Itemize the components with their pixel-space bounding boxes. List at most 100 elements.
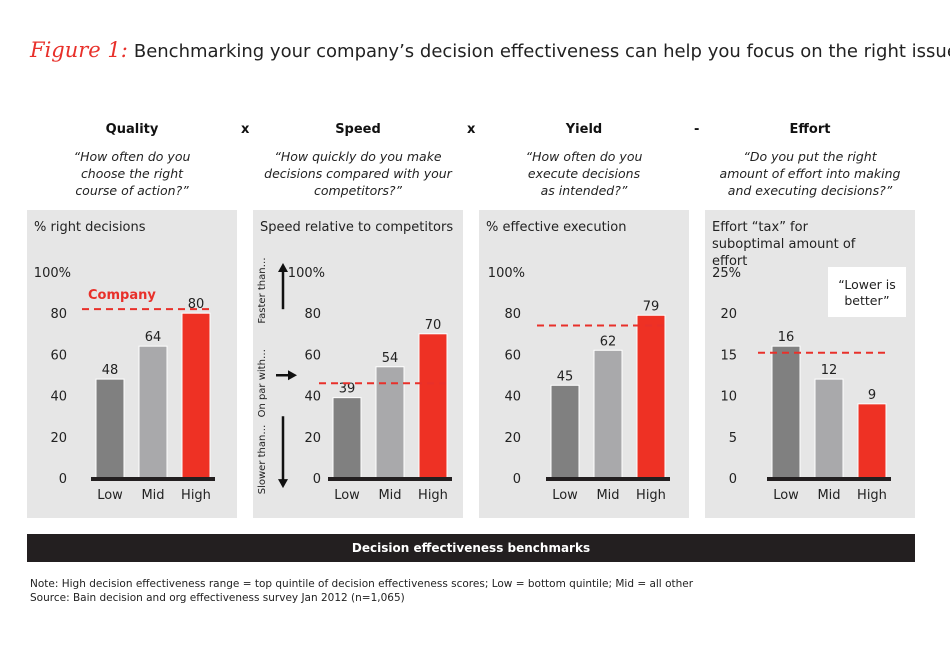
y-tick-label: 20 xyxy=(504,431,521,446)
panel-quality: % right decisions 0 20 40 60 80 100% 48 Low 64 Mid… xyxy=(27,210,237,518)
panel-effort: Effort “tax” for suboptimal amount of ef… xyxy=(705,210,915,518)
x-tick-label: Low xyxy=(97,488,123,503)
y-tick-label: 80 xyxy=(50,307,67,322)
x-tick-label: Mid xyxy=(817,488,840,503)
bar-high xyxy=(857,403,887,479)
bar-high xyxy=(636,314,666,479)
figure-title: Figure 1: Benchmarking your company’s dec… xyxy=(30,38,950,62)
x-tick-label: Low xyxy=(552,488,578,503)
speed-side-label: Slower than… xyxy=(257,425,268,495)
y-tick-label: 10 xyxy=(720,390,737,405)
data-label: 48 xyxy=(102,363,119,378)
question-yield: “How often do you execute decisions as i… xyxy=(525,149,643,198)
x-tick-label: Low xyxy=(773,488,799,503)
x-tick-label: High xyxy=(636,488,666,503)
operator-minus: - xyxy=(694,122,700,137)
note-text: Note: High decision effectiveness range … xyxy=(30,578,694,590)
y-tick-label: 40 xyxy=(304,390,321,405)
panel-ylabel: % right decisions xyxy=(34,220,146,235)
bar-high xyxy=(418,333,448,479)
bar-mid xyxy=(814,378,844,479)
x-tick-label: Mid xyxy=(141,488,164,503)
x-tick-label: Mid xyxy=(378,488,401,503)
source-text: Source: Bain decision and org effectiven… xyxy=(30,592,405,604)
y-tick-label: 15 xyxy=(720,348,737,363)
data-label: 70 xyxy=(425,318,442,333)
metric-speed: Speed xyxy=(335,122,381,137)
x-axis-baseline xyxy=(767,477,891,481)
data-label: 16 xyxy=(778,330,795,345)
x-axis-baseline xyxy=(91,477,215,481)
y-tick-label: 60 xyxy=(50,348,67,363)
y-tick-label: 80 xyxy=(504,307,521,322)
y-tick-label: 0 xyxy=(729,472,737,487)
operator-times: x xyxy=(241,122,250,137)
bar-chart: 0 20 40 60 80 100% 45 Low 62 Mid 79 High xyxy=(488,266,670,503)
data-label: 62 xyxy=(600,334,617,349)
data-label: 39 xyxy=(339,382,356,397)
panel-ylabel: % effective execution xyxy=(486,220,627,235)
y-tick-label: 100% xyxy=(34,266,71,281)
x-axis-baseline xyxy=(328,477,452,481)
bar-mid xyxy=(138,345,168,479)
panel-ylabel: Effort “tax” for suboptimal amount of ef… xyxy=(712,220,856,269)
y-tick-label: 0 xyxy=(59,472,67,487)
speed-side-label: On par with… xyxy=(257,349,268,417)
data-label: 54 xyxy=(382,351,399,366)
bar-low xyxy=(332,397,362,479)
benchmarks-banner: Decision effectiveness benchmarks xyxy=(27,534,915,562)
footnotes: Note: High decision effectiveness range … xyxy=(30,577,693,605)
x-tick-label: Mid xyxy=(596,488,619,503)
y-tick-label: 100% xyxy=(488,266,525,281)
figure-label: Figure 1: xyxy=(30,38,128,62)
x-axis-baseline xyxy=(546,477,670,481)
data-label: 79 xyxy=(643,299,660,314)
bar-low xyxy=(95,378,125,479)
data-label: 64 xyxy=(145,330,162,345)
question-quality: “How often do you choose the right cours… xyxy=(73,149,191,198)
y-tick-label: 40 xyxy=(504,390,521,405)
metric-quality: Quality xyxy=(105,122,159,137)
panel-speed: Speed relative to competitors 0 20 40 60 80 10… xyxy=(253,210,463,518)
x-tick-label: High xyxy=(181,488,211,503)
y-tick-label: 0 xyxy=(513,472,521,487)
data-label: 12 xyxy=(821,363,838,378)
question-effort: “Do you put the right amount of effort i… xyxy=(719,149,901,198)
y-tick-label: 60 xyxy=(504,348,521,363)
bar-low xyxy=(550,384,580,479)
y-tick-label: 40 xyxy=(50,390,67,405)
bar-mid xyxy=(593,349,623,479)
x-tick-label: High xyxy=(418,488,448,503)
metric-yield: Yield xyxy=(565,122,603,137)
down-arrow-icon xyxy=(278,479,288,489)
x-tick-label: Low xyxy=(334,488,360,503)
panel-ylabel: Speed relative to competitors xyxy=(260,220,454,235)
metric-effort: Effort xyxy=(789,122,831,137)
bar-chart: 0 20 40 60 80 100% 39 Low 54 Mid 70 High Faster than… xyxy=(257,257,452,503)
data-label: 9 xyxy=(868,388,876,403)
bar-chart: 0 5 10 15 20 25% 16 Low 12 Mid 9 High xyxy=(712,266,891,503)
operator-times: x xyxy=(467,122,476,137)
bar-low xyxy=(771,345,801,479)
y-tick-label: 25% xyxy=(712,266,741,281)
data-label: 45 xyxy=(557,369,574,384)
y-tick-label: 100% xyxy=(288,266,325,281)
y-tick-label: 5 xyxy=(729,431,737,446)
title-text: Benchmarking your company’s decision eff… xyxy=(133,41,950,62)
y-tick-label: 20 xyxy=(304,431,321,446)
y-tick-label: 20 xyxy=(50,431,67,446)
question-speed: “How quickly do you make decisions compa… xyxy=(264,149,452,198)
bar-high xyxy=(181,312,211,479)
x-tick-label: High xyxy=(857,488,887,503)
bar-mid xyxy=(375,366,405,479)
y-tick-label: 80 xyxy=(304,307,321,322)
right-arrow-icon xyxy=(288,370,297,381)
lower-is-better-note: “Lower is better” xyxy=(828,267,906,317)
up-arrow-icon xyxy=(278,263,288,272)
company-label: Company xyxy=(88,288,156,303)
y-tick-label: 20 xyxy=(720,307,737,322)
panel-yield: % effective execution 0 20 40 60 80 100% 45 Low 6… xyxy=(479,210,689,518)
y-tick-label: 60 xyxy=(304,348,321,363)
